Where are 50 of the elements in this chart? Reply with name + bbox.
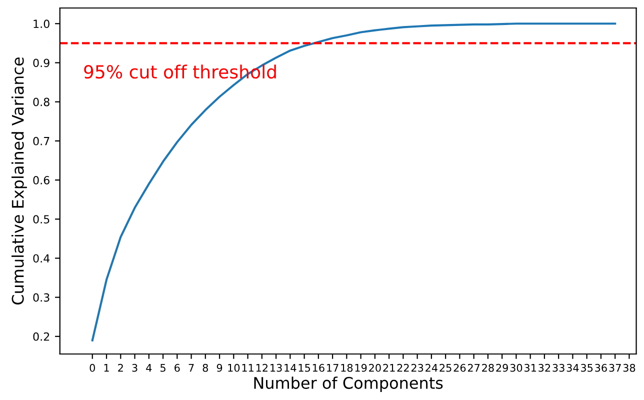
x-tick-label: 23 bbox=[411, 364, 424, 372]
y-tick-label: 0.3 bbox=[33, 293, 50, 302]
y-tick-label: 0.6 bbox=[33, 176, 50, 184]
x-tick-label: 16 bbox=[312, 364, 324, 372]
x-tick-label: 3 bbox=[132, 364, 138, 372]
x-tick-label: 21 bbox=[383, 364, 395, 372]
x-tick-label: 14 bbox=[284, 364, 296, 372]
x-tick-label: 32 bbox=[538, 364, 550, 372]
x-tick-label: 22 bbox=[397, 364, 409, 372]
x-tick-label: 11 bbox=[242, 364, 254, 372]
x-tick-label: 33 bbox=[552, 364, 564, 372]
y-tick-label: 0.4 bbox=[33, 254, 50, 263]
x-tick-label: 18 bbox=[341, 364, 353, 372]
x-tick-label: 36 bbox=[595, 364, 607, 372]
x-tick-label: 29 bbox=[496, 364, 508, 372]
x-tick-label: 34 bbox=[566, 364, 579, 372]
y-tick-label: 0.5 bbox=[33, 215, 50, 224]
x-tick-label: 37 bbox=[609, 364, 621, 372]
x-tick-label: 27 bbox=[468, 364, 480, 372]
y-tick-label: 0.8 bbox=[33, 98, 50, 106]
x-tick-label: 15 bbox=[298, 364, 310, 372]
y-axis-title: Cumulative Explained Variance bbox=[11, 57, 27, 304]
x-tick-label: 1 bbox=[104, 364, 109, 372]
x-tick-label: 26 bbox=[454, 364, 466, 372]
x-tick-label: 5 bbox=[160, 364, 166, 372]
x-tick-label: 30 bbox=[510, 364, 522, 372]
x-tick-label: 0 bbox=[90, 364, 96, 372]
x-axis-title: Number of Components bbox=[254, 376, 443, 392]
x-tick-label: 28 bbox=[482, 364, 494, 372]
x-tick-label: 24 bbox=[426, 364, 438, 372]
x-tick-label: 8 bbox=[202, 364, 208, 372]
x-tick-label: 9 bbox=[216, 364, 222, 372]
x-tick-label: 6 bbox=[174, 364, 180, 372]
x-tick-label: 38 bbox=[623, 364, 636, 372]
y-tick-label: 0.7 bbox=[33, 136, 50, 146]
x-tick-label: 31 bbox=[524, 364, 536, 372]
x-tick-label: 19 bbox=[355, 364, 367, 372]
x-tick-label: 7 bbox=[188, 364, 194, 372]
x-tick-label: 20 bbox=[369, 364, 381, 372]
y-tick-label: 0.2 bbox=[33, 332, 50, 341]
y-tick-label: 0.9 bbox=[33, 58, 50, 68]
x-tick-label: 13 bbox=[270, 364, 282, 372]
x-tick-label: 25 bbox=[440, 364, 452, 372]
x-tick-label: 10 bbox=[228, 364, 240, 372]
y-tick-label: 1.0 bbox=[34, 20, 50, 28]
x-tick-label: 35 bbox=[580, 364, 593, 372]
x-tick-label: 17 bbox=[327, 364, 338, 372]
x-tick-label: 12 bbox=[256, 364, 268, 372]
x-tick-label: 2 bbox=[118, 364, 123, 372]
x-tick-label: 4 bbox=[146, 364, 152, 372]
